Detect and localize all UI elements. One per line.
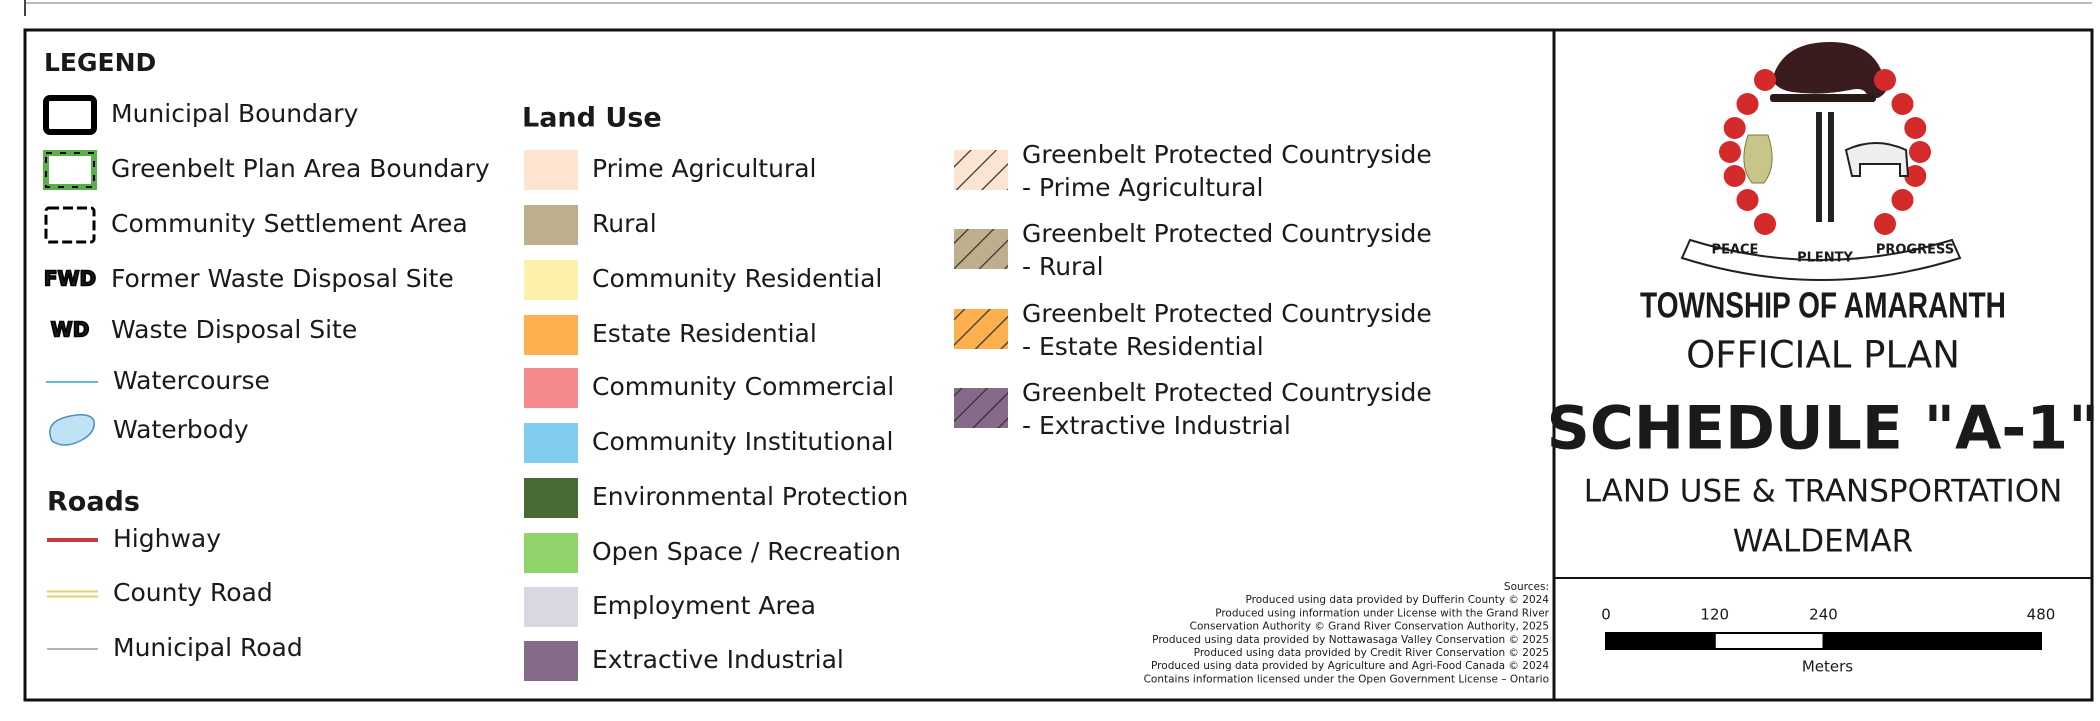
greenbelt-label: - Estate Residential xyxy=(1022,332,1264,361)
boundary-symbol xyxy=(46,98,94,132)
scale-segment xyxy=(1715,633,1824,649)
scale-tick-label: 240 xyxy=(1809,606,1838,624)
legend-label: Community Settlement Area xyxy=(111,209,468,238)
land-use-swatch xyxy=(524,150,578,190)
maple-leaf xyxy=(1719,141,1741,163)
scale-tick-label: 0 xyxy=(1601,606,1611,624)
land-use-label: Community Institutional xyxy=(592,427,893,456)
greenbelt-hatch xyxy=(954,388,1008,428)
motto: PROGRESS xyxy=(1876,243,1954,258)
land-use-swatch xyxy=(524,478,578,518)
source-line: Conservation Authority © Grand River Con… xyxy=(1190,621,1549,633)
land-use-label: Estate Residential xyxy=(592,319,817,348)
land-use-label: Environmental Protection xyxy=(592,482,908,511)
waterbody-symbol xyxy=(50,415,94,445)
land-use-title: Land Use xyxy=(522,103,662,134)
land-use-swatch xyxy=(524,368,578,408)
source-line: Produced using data provided by Dufferin… xyxy=(1245,594,1549,606)
land-use-swatch xyxy=(524,260,578,300)
maple-leaf xyxy=(1874,69,1896,91)
land-use-swatch xyxy=(524,205,578,245)
maple-leaf xyxy=(1724,117,1746,139)
maple-leaf xyxy=(1737,189,1759,211)
land-use-swatch xyxy=(524,533,578,573)
municipality: TOWNSHIP OF AMARANTH xyxy=(1640,285,2006,325)
boundary-symbol xyxy=(46,153,94,187)
boundary-symbol xyxy=(46,153,94,187)
greenbelt-label: Greenbelt Protected Countryside xyxy=(1022,299,1432,328)
source-line: Produced using data provided by Nottawas… xyxy=(1152,634,1549,646)
greenbelt-label: Greenbelt Protected Countryside xyxy=(1022,140,1432,169)
source-line: Sources: xyxy=(1504,581,1549,593)
scale-tick-label: 120 xyxy=(1700,606,1729,624)
land-use-swatch xyxy=(524,423,578,463)
land-use-swatch xyxy=(524,587,578,627)
legend-label: Waste Disposal Site xyxy=(111,315,357,344)
roads-title: Roads xyxy=(47,487,140,518)
maple-leaf xyxy=(1909,141,1931,163)
maple-leaf xyxy=(1724,165,1746,187)
greenbelt-label: - Rural xyxy=(1022,252,1104,281)
maple-leaf xyxy=(1874,213,1896,235)
land-use-label: Prime Agricultural xyxy=(592,154,816,183)
greenbelt-hatch xyxy=(954,309,1008,349)
scale-segment xyxy=(1606,633,1715,649)
maple-leaf xyxy=(1904,117,1926,139)
schedule-title: SCHEDULE "A-1" xyxy=(1547,394,2100,464)
scale-unit: Meters xyxy=(1802,658,1853,676)
legend-label: Watercourse xyxy=(113,366,270,395)
land-use-label: Extractive Industrial xyxy=(592,645,844,674)
badge: FWD xyxy=(44,267,96,291)
road-label: Highway xyxy=(113,524,221,553)
source-line: Contains information licensed under the … xyxy=(1144,673,1549,685)
greenbelt-label: Greenbelt Protected Countryside xyxy=(1022,378,1432,407)
scale-segment xyxy=(1824,633,2042,649)
greenbelt-label: Greenbelt Protected Countryside xyxy=(1022,219,1432,248)
land-use-swatch xyxy=(524,315,578,355)
land-use-label: Community Commercial xyxy=(592,372,894,401)
greenbelt-label: - Prime Agricultural xyxy=(1022,173,1263,202)
greenbelt-hatch xyxy=(954,150,1008,190)
road-label: County Road xyxy=(113,578,273,607)
maple-leaf xyxy=(1754,213,1776,235)
area-title: WALDEMAR xyxy=(1733,524,1913,560)
land-use-label: Rural xyxy=(592,209,657,238)
greenbelt-hatch xyxy=(954,229,1008,269)
legend-label: Former Waste Disposal Site xyxy=(111,264,454,293)
motto: PEACE xyxy=(1712,243,1759,258)
legend-label: Municipal Boundary xyxy=(111,99,359,128)
maple-leaf xyxy=(1737,93,1759,115)
scale-tick-label: 480 xyxy=(2027,606,2056,624)
legend-title: LEGEND xyxy=(44,48,156,77)
land-use-swatch xyxy=(524,641,578,681)
maple-leaf xyxy=(1754,69,1776,91)
legend-label: Greenbelt Plan Area Boundary xyxy=(111,154,490,183)
land-use-label: Employment Area xyxy=(592,591,816,620)
motto: PLENTY xyxy=(1797,251,1853,266)
legend-label: Waterbody xyxy=(113,415,249,444)
badge: WD xyxy=(51,318,90,342)
maple-leaf xyxy=(1892,93,1914,115)
road-label: Municipal Road xyxy=(113,633,303,662)
plan-title: OFFICIAL PLAN xyxy=(1686,334,1960,377)
land-use-label: Open Space / Recreation xyxy=(592,537,901,566)
maple-leaf xyxy=(1892,189,1914,211)
land-use-label: Community Residential xyxy=(592,264,882,293)
source-line: Produced using data provided by Agricult… xyxy=(1151,660,1549,672)
legend-sheet: LEGEND Roads Land Use TOWNSHIP OF AMARAN… xyxy=(0,0,2100,717)
boundary-symbol xyxy=(46,208,94,242)
source-line: Produced using data provided by Credit R… xyxy=(1194,647,1549,659)
greenbelt-label: - Extractive Industrial xyxy=(1022,411,1291,440)
source-line: Produced using information under License… xyxy=(1215,607,1549,619)
subtitle: LAND USE & TRANSPORTATION xyxy=(1584,474,2063,510)
